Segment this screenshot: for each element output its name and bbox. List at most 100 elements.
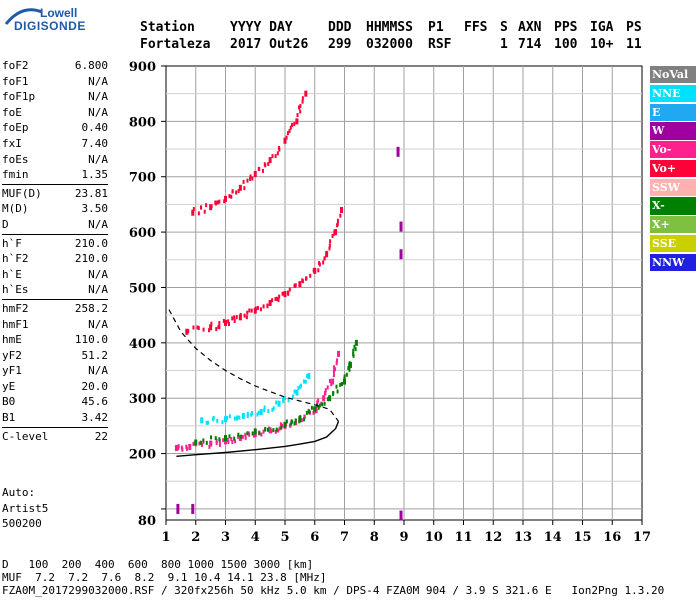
echo-speckle: [335, 384, 338, 389]
echo-speckle: [192, 325, 195, 330]
x-tick-label: 11: [454, 530, 472, 545]
echo-speckle: [260, 432, 263, 437]
echo-point: [295, 118, 299, 125]
hdr-val-ddd: 299: [328, 37, 352, 52]
echo-speckle: [248, 308, 251, 313]
echo-speckle: [352, 352, 355, 357]
x-tick-label: 1: [161, 530, 170, 545]
echo-speckle: [332, 373, 335, 378]
echo-speckle: [274, 154, 277, 159]
x-tick-label: 5: [280, 530, 289, 545]
param-label: h`F2: [2, 252, 29, 266]
echo-speckle: [218, 321, 221, 326]
echo-speckle: [197, 326, 200, 331]
param-row: B0 45.6: [2, 394, 108, 410]
param-row: foE N/A: [2, 105, 108, 121]
hdr-col-station: Station: [140, 20, 195, 35]
param-value: N/A: [88, 317, 108, 331]
echo-speckle: [217, 324, 220, 329]
ionogram-chart: 1 2 3 4 5 6 7 8 9 10 11 12 13 14 15 16 17200300400500600…: [129, 60, 651, 545]
echo-speckle: [202, 327, 205, 332]
echo-speckle: [251, 431, 254, 436]
echo-speckle: [328, 246, 331, 251]
echo-speckle: [301, 96, 304, 101]
echo-speckle: [238, 415, 241, 420]
param-row: yE 20.0: [2, 379, 108, 395]
param-row: foF1p N/A: [2, 89, 108, 105]
echo-speckle: [267, 161, 270, 166]
echo-speckle: [323, 401, 326, 406]
echo-speckle: [208, 328, 211, 333]
echo-speckle: [331, 233, 334, 238]
param-row: foEs N/A: [2, 152, 108, 168]
hdr-col-date: YYYY DAY: [230, 20, 293, 35]
echo-speckle: [215, 327, 218, 332]
echo-point: [238, 184, 242, 191]
echo-speckle: [212, 415, 215, 420]
echo-speckle: [285, 135, 288, 140]
echo-speckle: [202, 438, 205, 443]
echo-speckle: [293, 122, 296, 127]
echo-speckle: [324, 391, 327, 396]
echo-speckle: [233, 315, 236, 320]
echo-speckle: [299, 383, 302, 388]
param-row: hmF1 N/A: [2, 317, 108, 333]
hdr-val-s: 1: [500, 37, 508, 52]
echo-speckle: [200, 442, 203, 447]
echo-speckle: [288, 287, 291, 292]
echo-point: [322, 395, 326, 402]
echo-speckle: [282, 397, 285, 402]
legend-item-sse: SSE: [650, 235, 696, 253]
echo-speckle: [294, 283, 297, 288]
echo-speckle: [257, 410, 260, 415]
echo-speckle: [339, 382, 342, 387]
param-value: 0.40: [81, 121, 109, 135]
digisonde-logo: Lowell DIGISONDE: [4, 6, 85, 36]
echo-speckle: [339, 213, 342, 218]
echo-speckle: [222, 438, 225, 443]
param-label: M(D): [2, 202, 29, 216]
echo-speckle: [246, 411, 249, 416]
echo-speckle: [227, 322, 230, 327]
footer-line: FZA0M_2017299032000.RSF / 320fx256h 50 k…: [2, 584, 665, 597]
param-row: h`F2 210.0: [2, 251, 108, 267]
echo-speckle: [236, 415, 239, 420]
param-row: D N/A: [2, 217, 108, 233]
echo-point: [209, 204, 213, 211]
echo-speckle: [326, 397, 329, 402]
hdr-val-pps: 100: [554, 37, 578, 52]
param-value: 110.0: [74, 333, 108, 347]
echo-speckle: [230, 194, 233, 199]
echo-point: [399, 249, 403, 260]
echo-speckle: [251, 176, 254, 181]
echo-speckle: [203, 209, 206, 214]
echo-speckle: [258, 431, 261, 436]
echo-speckle: [293, 421, 296, 426]
echo-speckle: [328, 378, 331, 383]
echo-point: [209, 324, 213, 331]
echo-speckle: [281, 291, 284, 296]
echo-point: [334, 229, 338, 236]
param-label: foE: [2, 105, 22, 119]
echo-speckle: [292, 394, 295, 399]
echo-speckle: [300, 418, 303, 423]
echo-speckle: [227, 440, 230, 445]
echo-speckle: [215, 440, 218, 445]
echo-speckle: [187, 329, 190, 334]
param-label: yF1: [2, 364, 22, 378]
echo-speckle: [208, 444, 211, 449]
logo-text-lowell: Lowell: [40, 6, 78, 20]
param-value: 1.35: [81, 168, 109, 182]
echo-speckle: [322, 260, 325, 265]
echo-speckle: [291, 122, 294, 127]
echo-speckle: [336, 218, 339, 223]
echo-speckle: [336, 358, 339, 363]
echo-speckle: [299, 415, 302, 420]
echo-speckle: [289, 125, 292, 130]
echo-speckle: [299, 109, 302, 114]
param-label: D: [2, 217, 9, 231]
echo-point: [283, 137, 287, 144]
echo-speckle: [277, 428, 280, 433]
echo-speckle: [233, 416, 236, 421]
distance-values: 100 200 400 600 800 1000 1500 3000 [km]: [28, 558, 314, 571]
